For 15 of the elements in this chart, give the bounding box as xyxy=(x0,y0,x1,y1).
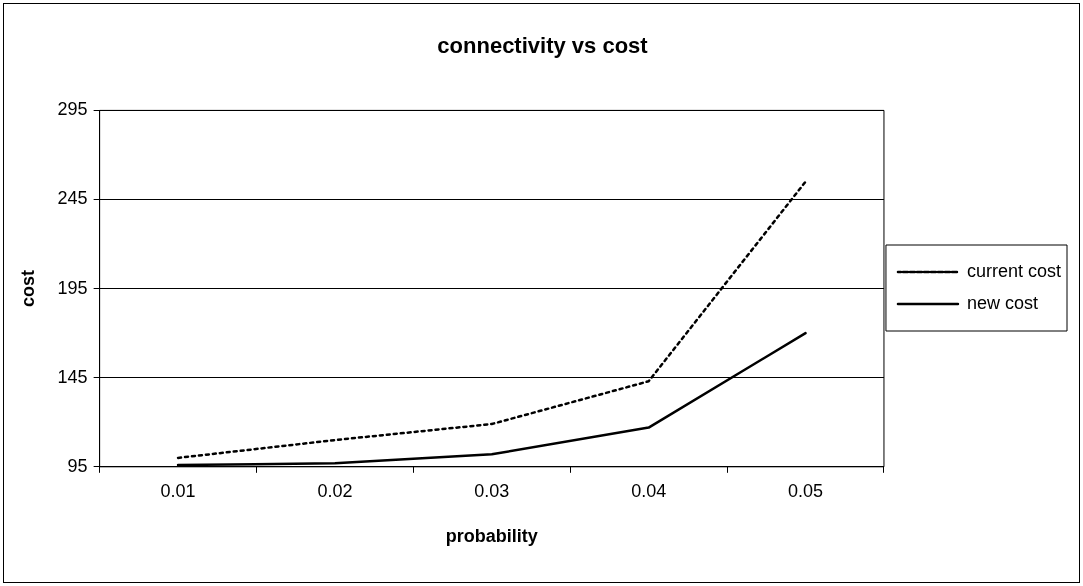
legend-label: current cost xyxy=(966,260,1062,281)
y-tick-label: 95 xyxy=(67,455,88,476)
y-tick-label: 295 xyxy=(57,99,88,120)
x-tick-label: 0.01 xyxy=(160,480,196,501)
y-tick-label: 195 xyxy=(57,277,88,298)
x-tick-label: 0.03 xyxy=(474,480,510,501)
x-tick-label: 0.04 xyxy=(631,480,667,501)
y-axis-title: cost xyxy=(17,270,38,308)
legend-label: new cost xyxy=(966,292,1039,313)
x-tick-label: 0.02 xyxy=(317,480,353,501)
y-tick-label: 245 xyxy=(57,188,88,209)
x-axis-title: probability xyxy=(445,526,538,547)
chart-title: connectivity vs cost xyxy=(437,33,649,59)
x-tick-label: 0.05 xyxy=(788,480,824,501)
y-tick-label: 145 xyxy=(57,366,88,387)
